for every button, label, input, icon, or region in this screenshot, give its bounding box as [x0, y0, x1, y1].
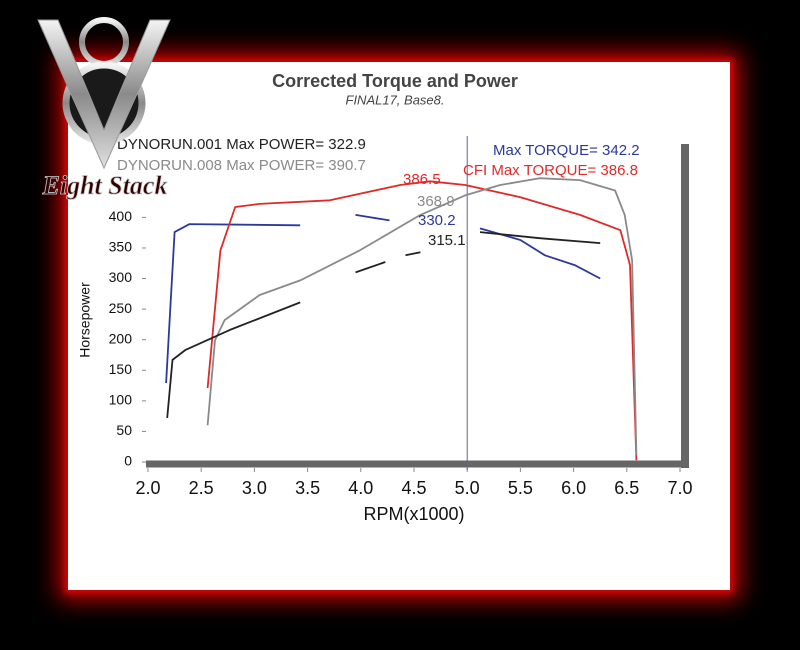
x-tick-label: 4.0 [348, 478, 373, 498]
logo-v [37, 19, 171, 170]
y-tick-label: 350 [109, 239, 133, 255]
y-tick-label: 250 [109, 300, 133, 316]
annotation: 315.1 [428, 232, 466, 249]
y-tick-label: 200 [109, 330, 133, 346]
chart-title: Corrected Torque and Power [272, 71, 518, 91]
x-tick-label: 4.5 [401, 478, 426, 498]
x-axis-label: RPM(x1000) [363, 504, 464, 524]
annotation: 368.9 [417, 193, 455, 210]
series-line [206, 177, 638, 456]
x-tick-label: 5.5 [508, 478, 533, 498]
logo: Eight Stack [37, 17, 171, 200]
x-tick-label: 3.5 [295, 478, 320, 498]
x-tick-label: 3.0 [242, 478, 267, 498]
y-tick-label: 50 [116, 422, 132, 438]
logo-ring [79, 17, 129, 67]
x-tick-label: 5.0 [455, 478, 480, 498]
x-tick-label: 6.0 [561, 478, 586, 498]
series-line [206, 180, 638, 461]
y-tick-label: 100 [109, 392, 133, 408]
series-line [166, 231, 601, 419]
y-tick-label: 400 [109, 208, 133, 224]
annotation: Max TORQUE= 342.2 [493, 142, 640, 159]
x-tick-label: 2.0 [135, 478, 160, 498]
annotation: CFI Max TORQUE= 386.8 [463, 162, 638, 179]
chart-panel [68, 62, 730, 590]
x-tick-label: 6.5 [614, 478, 639, 498]
logo-text: Eight Stack [42, 171, 168, 200]
annotation: 386.5 [403, 171, 441, 188]
series-line [165, 214, 601, 384]
y-tick-label: 0 [124, 453, 132, 469]
chart-subtitle: FINAL17, Base8. [346, 92, 445, 107]
annotation: 330.2 [418, 212, 456, 229]
y-tick-label: 300 [109, 269, 133, 285]
y-tick-label: 150 [109, 361, 133, 377]
y-axis-label: Horsepower [77, 282, 93, 358]
annotation: DYNORUN.008 Max POWER= 390.7 [117, 157, 366, 174]
plot-frame [146, 144, 682, 464]
x-tick-label: 7.0 [667, 478, 692, 498]
annotation: DYNORUN.001 Max POWER= 322.9 [117, 136, 366, 153]
x-tick-label: 2.5 [189, 478, 214, 498]
